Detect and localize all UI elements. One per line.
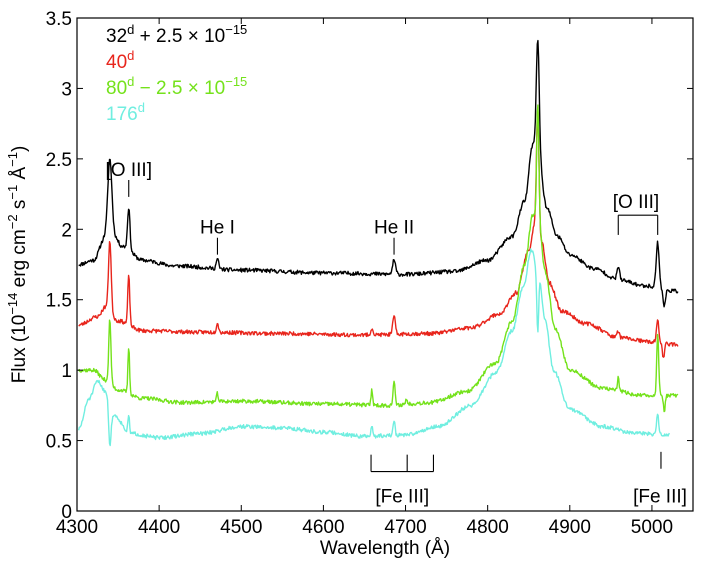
- legend-entry-176d: 176d: [106, 100, 145, 125]
- annotation-label: [Fe III]: [633, 487, 687, 508]
- x-tick-label: 4800: [467, 517, 509, 538]
- legend-entry-40d: 40d: [106, 48, 134, 73]
- tick-layer: 4300 4400 4500 4600 4700 4800 4900 5000 0 0.5 1 1.5…: [46, 9, 693, 538]
- annotation-label: He II: [374, 218, 414, 239]
- x-tick-label: 4300: [56, 517, 98, 538]
- annotation-layer: [O III] He I He II [O III] [Fe III] [Fe III]: [106, 160, 687, 508]
- y-tick-label: 1.5: [46, 291, 72, 312]
- annotation-label: [Fe III]: [375, 487, 429, 508]
- y-tick-label: 0: [61, 502, 72, 523]
- x-axis-title: Wavelength (Å): [320, 538, 450, 559]
- x-tick-label: 4600: [302, 517, 344, 538]
- y-tick-label: 3: [61, 79, 72, 100]
- series-line: [78, 110, 679, 358]
- y-tick-label: 3.5: [46, 9, 72, 30]
- x-tick-label: 5000: [631, 517, 673, 538]
- series-line: [77, 248, 670, 447]
- y-axis-title: Flux (10−14 erg cm−2 s−1 Å−1): [5, 146, 30, 384]
- series-line: [78, 39, 679, 308]
- y-tick-label: 1: [61, 361, 72, 382]
- series-layer: [77, 39, 679, 447]
- x-tick-label: 4400: [138, 517, 180, 538]
- y-tick-label: 2.5: [46, 150, 72, 171]
- annotation-label: [O III]: [106, 160, 152, 181]
- x-tick-label: 4900: [549, 517, 591, 538]
- plot-frame: [76, 17, 694, 512]
- legend-entry-80d: 80d − 2.5 × 10−15: [106, 74, 247, 99]
- legend: 32d + 2.5 × 10−15 40d 80d − 2.5 × 10−15 …: [106, 22, 247, 125]
- x-tick-label: 4700: [384, 517, 426, 538]
- y-tick-label: 2: [61, 220, 72, 241]
- annotation-label: He I: [200, 218, 235, 239]
- series-line: [77, 104, 679, 413]
- x-tick-label: 4500: [220, 517, 262, 538]
- legend-entry-32d: 32d + 2.5 × 10−15: [106, 22, 247, 47]
- annotation-label: [O III]: [613, 192, 659, 213]
- y-tick-label: 0.5: [46, 432, 72, 453]
